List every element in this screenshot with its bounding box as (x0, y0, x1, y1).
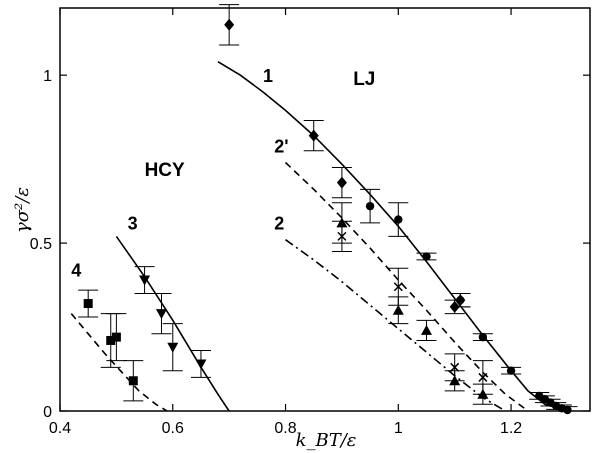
curve-label: 4 (71, 261, 81, 281)
curve-label: 2' (274, 136, 288, 156)
curve-4 (70, 313, 168, 412)
curve-label: 2 (274, 214, 284, 234)
x-tick-label: 0.6 (162, 420, 184, 437)
curve-label: 1 (263, 66, 273, 86)
triangle-up-marker (392, 304, 404, 315)
plot-frame (59, 7, 591, 412)
circle-marker (563, 405, 572, 415)
group-label: HCY (145, 160, 185, 181)
x-axis-label: k_BT/ε (296, 430, 357, 451)
triangle-up-marker (420, 324, 432, 335)
error-bars (78, 4, 578, 412)
square-marker (111, 332, 121, 342)
cross-marker (450, 362, 460, 372)
diamond-marker (224, 18, 235, 31)
square-marker (83, 299, 93, 309)
y-tick-label: 1 (43, 68, 52, 85)
cross-marker (337, 231, 347, 241)
curve-label: 3 (128, 214, 138, 234)
triangle-down-marker (167, 342, 179, 353)
axis-ticks: 0.4 0.6 0.8 1 1.2 0 0.5 1 (30, 8, 590, 437)
x-tick-label: 0.8 (274, 420, 296, 437)
triangle-down-marker (155, 309, 167, 320)
triangle-down-marker (139, 275, 151, 286)
curve-3 (115, 235, 230, 412)
circle-marker (478, 332, 488, 342)
square-marker (128, 376, 138, 386)
circle-marker (456, 295, 465, 305)
circle-marker (422, 252, 431, 261)
curve-2-prime (284, 161, 529, 412)
y-axis-label: γσ²/ε (12, 187, 33, 233)
cross-marker (478, 372, 488, 382)
diamond-marker (449, 300, 460, 313)
x-tick-label: 1 (394, 420, 403, 437)
diamond-marker (308, 129, 319, 142)
y-tick-label: 0 (43, 404, 52, 421)
curves (70, 61, 568, 412)
circle-marker (394, 215, 403, 224)
cross-marker (393, 282, 403, 292)
triangle-down-marker (195, 359, 207, 370)
circle-marker (365, 201, 375, 211)
plot-labels: 1 2' 2 3 4 LJ HCY (71, 66, 375, 281)
triangle-up-marker (477, 388, 489, 399)
x-tick-label: 1.2 (500, 420, 522, 437)
triangle-up-marker (449, 375, 461, 386)
square-marker (106, 335, 116, 345)
curve-2 (285, 239, 506, 412)
x-tick-label: 0.4 (49, 420, 71, 437)
diamond-marker (336, 176, 347, 189)
triangle-up-marker (336, 217, 348, 228)
y-tick-label: 0.5 (30, 236, 52, 253)
circle-marker (506, 366, 516, 375)
markers (83, 18, 572, 415)
group-label: LJ (353, 69, 375, 90)
